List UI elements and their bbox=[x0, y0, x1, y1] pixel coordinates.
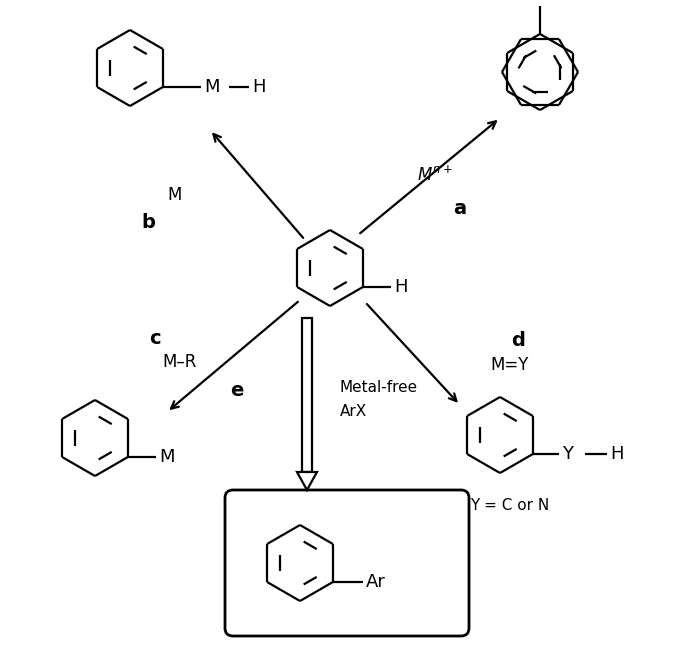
Text: Metal-free: Metal-free bbox=[340, 380, 418, 395]
Text: a: a bbox=[453, 199, 466, 217]
Text: H: H bbox=[394, 278, 408, 296]
Text: ArX: ArX bbox=[340, 404, 367, 419]
Text: H: H bbox=[252, 78, 265, 96]
Text: Y = C or N: Y = C or N bbox=[471, 498, 549, 512]
Text: b: b bbox=[141, 212, 155, 232]
Text: M=Y: M=Y bbox=[491, 356, 530, 374]
Text: M: M bbox=[159, 448, 175, 466]
Text: M–R: M–R bbox=[163, 353, 197, 371]
FancyBboxPatch shape bbox=[225, 490, 469, 636]
Text: M: M bbox=[532, 0, 548, 2]
Polygon shape bbox=[297, 472, 317, 490]
Polygon shape bbox=[302, 318, 312, 472]
Text: $M^{n+}$: $M^{n+}$ bbox=[417, 166, 453, 184]
Text: M: M bbox=[204, 78, 219, 96]
Text: M: M bbox=[168, 186, 182, 204]
Text: H: H bbox=[610, 445, 623, 463]
Text: c: c bbox=[149, 329, 161, 347]
Text: Y: Y bbox=[562, 445, 573, 463]
Text: e: e bbox=[230, 380, 244, 399]
Text: d: d bbox=[511, 331, 525, 349]
Text: Ar: Ar bbox=[366, 573, 386, 591]
